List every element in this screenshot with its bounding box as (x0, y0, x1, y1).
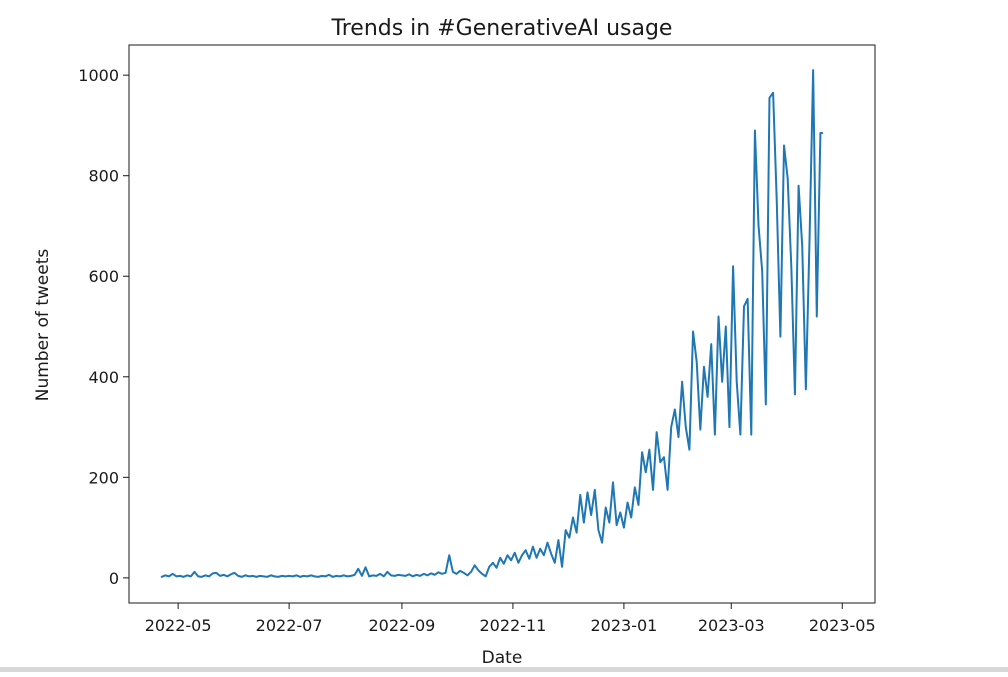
chart-title: Trends in #GenerativeAI usage (331, 16, 673, 41)
x-axis-ticks: 2022-05 2022-07 2022-09 2022-11 2023-01 2023-… (145, 603, 876, 635)
x-tick-label: 2023-05 (809, 616, 876, 635)
x-tick-label: 2022-11 (479, 616, 546, 635)
y-axis-ticks: 0 200 400 600 800 1000 (78, 66, 129, 588)
x-tick-label: 2022-05 (145, 616, 212, 635)
y-tick-label: 800 (88, 167, 119, 186)
y-tick-label: 200 (88, 468, 119, 487)
x-tick-label: 2022-09 (368, 616, 435, 635)
series-line (160, 69, 824, 578)
x-axis-label: Date (482, 648, 523, 668)
x-tick-label: 2022-07 (256, 616, 323, 635)
x-tick-label: 2023-03 (698, 616, 765, 635)
series-layer (160, 69, 824, 578)
y-tick-label: 0 (109, 569, 119, 588)
y-tick-label: 400 (88, 368, 119, 387)
y-tick-label: 600 (88, 267, 119, 286)
x-tick-label: 2023-01 (590, 616, 657, 635)
plot-area (128, 44, 876, 604)
bottom-divider (0, 667, 1008, 672)
y-axis-label: Number of tweets (33, 249, 53, 402)
y-tick-label: 1000 (78, 66, 119, 85)
